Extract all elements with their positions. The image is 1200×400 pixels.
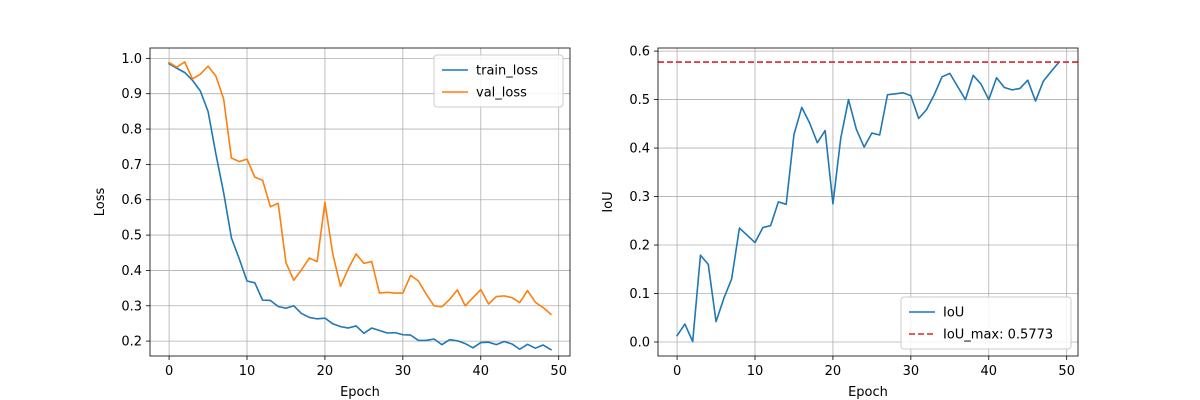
legend-label: IoU [943,306,964,321]
y-tick-label: 0.5 [121,229,142,244]
axes-frame [657,47,1079,357]
y-tick-label: 0.5 [629,93,650,108]
legend: IoU IoU_max: 0.5773 [900,296,1072,350]
y-tick-label: 0.8 [121,123,142,138]
y-tick-label: 1.0 [121,52,142,67]
series-line-train-loss [167,62,553,351]
y-axis-label: Loss [93,188,108,217]
y-tick-label: 0.6 [121,193,142,208]
x-tick-label: 20 [317,364,334,379]
series-line-iou [675,61,1061,343]
x-tick-label: 0 [673,364,681,379]
x-axis-label: Epoch [340,385,380,400]
axes-frame [149,47,571,357]
legend-box [900,296,1072,350]
x-tick-label: 20 [825,364,842,379]
legend: train_loss val_loss [433,54,564,108]
y-tick-label: 0.4 [629,142,650,157]
y-tick-label: 0.2 [121,335,142,350]
legend-label: val_loss [476,86,527,101]
x-tick-label: 30 [395,364,412,379]
chart-panel-1: 0 10 20 30 40 50 0.2 0.3 0.4 0.5 0.6 0.7 0.8 0.9 1.0 Ep… [93,47,571,400]
x-tick-label: 40 [473,364,490,379]
series-line-val-loss [167,61,553,316]
x-tick-label: 10 [239,364,256,379]
legend-label: IoU_max: 0.5773 [943,328,1053,343]
y-tick-label: 0.9 [121,87,142,102]
x-axis-label: Epoch [848,385,888,400]
x-tick-label: 10 [747,364,764,379]
y-tick-label: 0.0 [629,335,650,350]
y-tick-label: 0.6 [629,45,650,60]
legend-box [433,54,564,108]
x-tick-label: 30 [903,364,920,379]
y-tick-label: 0.2 [629,239,650,254]
y-tick-label: 0.7 [121,158,142,173]
y-axis-label: IoU [601,191,616,212]
x-tick-label: 50 [550,364,567,379]
x-tick-label: 40 [981,364,998,379]
x-tick-label: 50 [1058,364,1075,379]
legend-label: train_loss [476,64,538,79]
x-tick-label: 0 [165,364,173,379]
y-tick-label: 0.1 [629,287,650,302]
y-tick-label: 0.3 [629,190,650,205]
y-tick-label: 0.4 [121,264,142,279]
chart-panel-2: 0 10 20 30 40 50 0.0 0.1 0.2 0.3 0.4 0.5 0.6 Epoch IoU… [601,45,1079,400]
y-tick-label: 0.3 [121,299,142,314]
